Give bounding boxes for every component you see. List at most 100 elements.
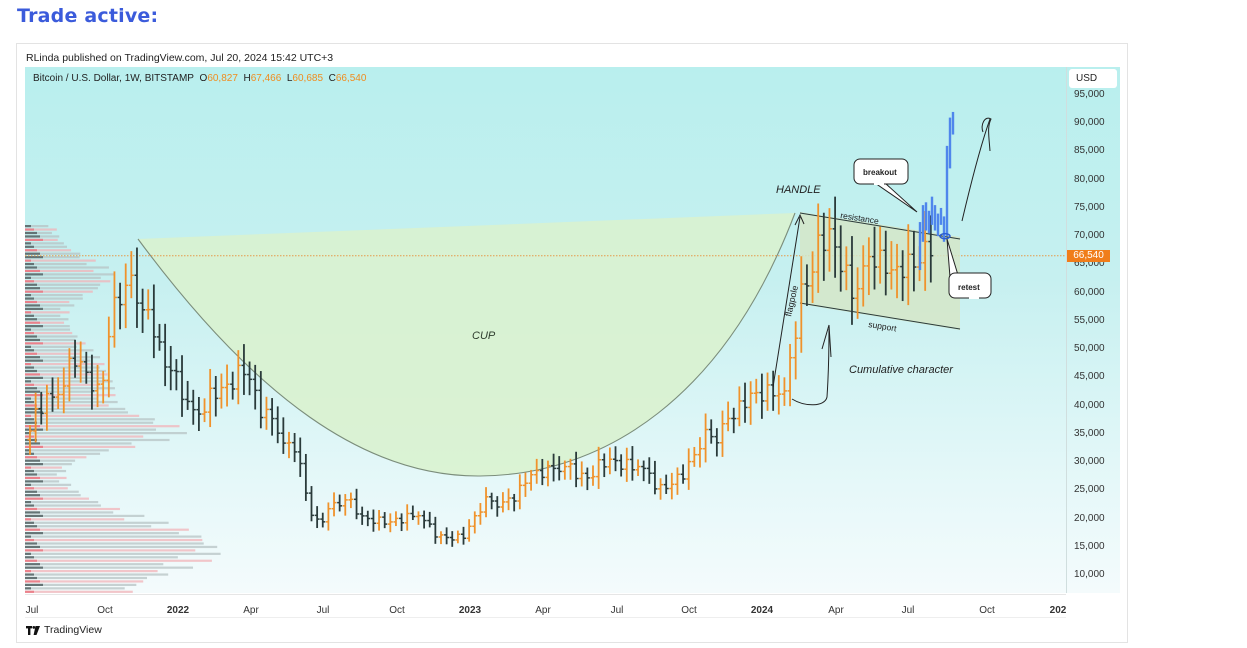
tradingview-logo-icon xyxy=(26,625,40,635)
support-line xyxy=(799,302,961,330)
volume-profile-bar xyxy=(25,325,70,328)
time-tick: 2024 xyxy=(750,605,774,616)
ohlc-high-label: H xyxy=(243,73,251,84)
volume-profile-bar xyxy=(25,445,43,448)
volume-profile-bar xyxy=(25,387,37,390)
volume-profile-bar xyxy=(25,449,109,452)
volume-profile-bar xyxy=(25,469,34,473)
volume-profile-bar xyxy=(25,300,37,304)
volume-profile-bar xyxy=(25,587,125,590)
volume-profile-bar xyxy=(25,321,65,324)
volume-profile-bar xyxy=(25,400,118,404)
price-tick: 25,000 xyxy=(1074,484,1105,496)
volume-profile-bar xyxy=(25,273,115,276)
volume-profile-bar xyxy=(25,235,60,238)
volume-profile-bar xyxy=(25,418,34,421)
volume-profile-bar xyxy=(25,359,43,362)
volume-profile-bar xyxy=(25,318,69,321)
price-tick: 80,000 xyxy=(1074,173,1105,185)
volume-profile-bar xyxy=(25,311,31,314)
time-axis[interactable] xyxy=(25,594,1066,618)
volume-profile-bar xyxy=(25,411,128,414)
volume-profile-bar xyxy=(25,532,179,535)
volume-profile-bar xyxy=(25,421,37,424)
price-tick: 40,000 xyxy=(1074,399,1105,411)
volume-profile-bar xyxy=(25,276,31,279)
volume-profile-bar xyxy=(25,507,120,511)
volume-profile-bar xyxy=(25,318,37,321)
price-tick: 85,000 xyxy=(1074,145,1105,157)
volume-profile-bar xyxy=(25,542,37,545)
chart-canvas[interactable]: CUP HANDLE resistance support flagpole breako… xyxy=(25,67,1066,593)
time-tick: 2023 xyxy=(458,605,482,616)
volume-profile-bar xyxy=(25,228,57,231)
volume-profile-bar xyxy=(25,511,40,514)
price-tick: 15,000 xyxy=(1074,540,1105,552)
volume-profile-bar xyxy=(25,487,34,490)
volume-profile-bar xyxy=(25,266,109,269)
volume-profile-bar xyxy=(25,404,109,407)
volume-profile-bar xyxy=(25,466,62,469)
volume-profile-bar xyxy=(25,356,101,359)
price-axis[interactable] xyxy=(1066,67,1120,593)
volume-profile-bar xyxy=(25,542,204,545)
ohlc-close-label: C xyxy=(328,73,336,84)
volume-profile-bar xyxy=(25,397,31,400)
price-tick: 95,000 xyxy=(1074,89,1105,100)
volume-profile-bar xyxy=(25,573,169,576)
volume-profile-bar xyxy=(25,497,89,500)
volume-profile-bar xyxy=(25,280,34,283)
volume-profile-bar xyxy=(25,307,43,310)
currency-selector[interactable]: USD xyxy=(1069,69,1117,88)
volume-profile-bar xyxy=(25,256,80,259)
volume-profile-bar xyxy=(25,476,67,480)
volume-profile-bar xyxy=(25,349,34,352)
volume-profile-bar xyxy=(25,442,40,445)
tradingview-brand: TradingView xyxy=(44,624,102,636)
tradingview-logo[interactable]: TradingView xyxy=(26,624,102,636)
time-tick: Jul xyxy=(316,605,330,616)
flagpole-label: flagpole xyxy=(783,284,800,317)
flagpole-arrow xyxy=(772,216,801,388)
volume-profile-bar xyxy=(25,228,34,231)
volume-profile-bar xyxy=(25,338,40,342)
volume-profile-bar xyxy=(25,494,40,497)
volume-profile-bar xyxy=(25,428,156,431)
volume-profile-bar xyxy=(25,535,202,538)
volume-profile-bar xyxy=(25,304,75,307)
volume-profile-bar xyxy=(25,294,31,297)
volume-profile-bar xyxy=(25,480,43,483)
volume-profile-bar xyxy=(25,280,111,283)
time-tick: 2022 xyxy=(166,605,190,616)
volume-profile-bar xyxy=(25,545,218,549)
volume-profile-bar xyxy=(25,245,68,248)
volume-profile-bar xyxy=(25,359,91,362)
volume-profile-bar xyxy=(25,366,34,369)
volume-profile-bar xyxy=(25,573,34,576)
volume-profile-bar xyxy=(25,559,212,562)
volume-profile-bar xyxy=(25,262,87,266)
volume-profile-bar xyxy=(25,501,31,504)
volume-profile-bar xyxy=(25,328,31,331)
volume-profile-bar xyxy=(25,328,71,331)
volume-profile-bar xyxy=(25,473,57,476)
time-tick: Oct xyxy=(681,605,697,616)
cup-area xyxy=(138,213,795,477)
volume-profile-bar xyxy=(25,552,31,555)
cup-curve xyxy=(137,212,796,477)
volume-profile-bar xyxy=(25,342,86,345)
volume-profile-bar xyxy=(25,583,137,586)
volume-profile-bar xyxy=(25,590,34,593)
volume-profile-bar xyxy=(25,390,95,393)
volume-profile-bar xyxy=(25,528,189,531)
volume-profile-bar xyxy=(25,252,40,255)
ohlc-close-value: 66,540 xyxy=(335,73,367,84)
breakout-callout-tail xyxy=(873,182,918,213)
volume-profile-bar xyxy=(25,421,154,424)
volume-profile-bar xyxy=(25,456,87,459)
volume-profile-bar xyxy=(25,511,114,514)
volume-profile-bar xyxy=(25,425,40,428)
volume-profile-bar xyxy=(25,590,133,593)
volume-profile-bar xyxy=(25,559,37,562)
page-title: Trade active: xyxy=(17,5,159,27)
